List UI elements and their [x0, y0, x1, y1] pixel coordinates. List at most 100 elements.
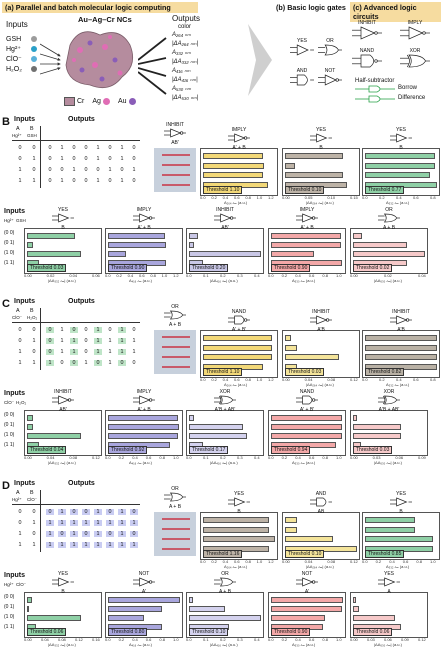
- x-tick-label: 0.2: [118, 455, 125, 460]
- bar-chart: YES B Threshold 0.06: [24, 571, 102, 638]
- x-tick-label: 0.3: [237, 455, 243, 460]
- threshold-label: Threshold 1.10: [203, 368, 243, 376]
- borrow-label: Borrow: [398, 85, 418, 91]
- ag-dot-icon: [102, 98, 110, 105]
- truth-cell: 1: [96, 156, 100, 162]
- chart-gate-name: IMPLY: [299, 207, 315, 213]
- truth-cell: 1: [118, 338, 126, 344]
- x-axis-label: A₄₁₆ ₙₘ (a.u.): [129, 642, 152, 647]
- chart-bar: [27, 415, 33, 421]
- panel-c-header: (c) Advanced logic circuits: [350, 2, 441, 22]
- truth-cell: 1: [94, 327, 102, 333]
- chart-gate-expr: A + B: [382, 225, 396, 231]
- table-divider: [40, 126, 41, 188]
- chart-gate-name: XOR: [383, 389, 395, 395]
- chart-gate-icon: [114, 577, 174, 589]
- truth-cell: 0: [96, 167, 100, 173]
- truth-cell: 0: [84, 145, 88, 151]
- truth-cell: 0: [84, 167, 88, 173]
- x-tick-label: 0.00: [282, 559, 290, 564]
- x-tick-label: 0.0: [105, 637, 111, 642]
- chart-bar: [27, 606, 30, 612]
- x-tick-label: 0.6: [308, 455, 315, 460]
- x-tick-label: 0.06: [384, 637, 392, 642]
- color-gate-expr: AB': [171, 140, 179, 146]
- x-tick-label: 0.0: [362, 559, 368, 564]
- chart-gate-icon: [291, 315, 351, 327]
- threshold-label: Threshold 0.06: [27, 628, 67, 636]
- x-tick-label: 0.2: [375, 559, 382, 564]
- color-gate-name: INHIBIT: [166, 122, 184, 128]
- chart-gate-label: INHIBIT A'B: [291, 309, 351, 333]
- x-tick-label: 0.00: [282, 377, 290, 382]
- chart-gate-label: IMPLY A' + B: [209, 127, 269, 151]
- chart-gate-label: YES B: [371, 491, 431, 515]
- chart-gate-icon: [195, 395, 255, 407]
- x-tick-label: 0.2: [220, 455, 226, 460]
- x-axis-label: |ΔA₂₆₄ ₙₘ| (a.u.): [306, 200, 334, 205]
- truth-cell: 1: [118, 531, 126, 537]
- x-axis-label: |ΔA₄₁₆ ₙₘ| (a.u.): [210, 278, 238, 283]
- truth-cell: 0: [132, 178, 136, 184]
- chart-gate-expr: A'B: [317, 327, 325, 333]
- threshold-label: Threshold 0.90: [271, 628, 311, 636]
- input-a-name-bottom: Hg²⁺: [4, 582, 14, 587]
- chart-bar: [189, 597, 193, 603]
- chart-bar: [203, 354, 272, 360]
- x-axis-label: A₂₆₄ ₙₘ (a.u.): [224, 564, 248, 569]
- truth-cell: 1: [32, 156, 36, 162]
- output-item: A₂₆₄ ₙₘ: [172, 32, 191, 38]
- x-axis-label: A₃₃₂ ₙₘ (a.u.): [386, 200, 410, 205]
- truth-cell: 1: [82, 520, 90, 526]
- input-item: GSH: [6, 34, 37, 44]
- input-a-name: Hg²⁺: [12, 497, 22, 502]
- chart-gate-name: IMPLY: [136, 207, 152, 213]
- chart-bar: [108, 615, 144, 621]
- truth-cell: 1: [96, 145, 100, 151]
- chart-bar: [203, 153, 263, 159]
- chart-bar: [271, 242, 341, 248]
- chart-gate-icon: [371, 315, 431, 327]
- chart-bar: [353, 242, 407, 248]
- x-axis-label: |ΔA₂₆₄ ₙₘ| (a.u.): [306, 564, 334, 569]
- truth-cell: 1: [60, 338, 64, 344]
- col-a-header: A: [16, 308, 20, 314]
- x-tick-label: 0.4: [389, 559, 395, 564]
- row-label: (1 1): [4, 260, 15, 266]
- x-tick-label: 0.04: [418, 273, 426, 278]
- color-gate-icon: [152, 128, 198, 140]
- chart-gate-name: INHIBIT: [312, 309, 330, 315]
- au-dot-icon: [128, 98, 136, 105]
- input-a-name-bottom: Hg²⁺: [4, 218, 14, 223]
- threshold-label: Threshold 0.10: [285, 550, 325, 558]
- chart-bar: [285, 335, 291, 341]
- chart-gate-name: AND: [315, 491, 327, 497]
- output-arrows: [138, 37, 167, 95]
- x-tick-label: 0.4: [295, 637, 301, 642]
- chart-gate-label: IMPLY A' + B: [114, 207, 174, 231]
- chart-gate-expr: A': [304, 589, 310, 595]
- chart-bar: [108, 424, 179, 430]
- chart-gate-icon: [291, 133, 351, 145]
- chart-bar: [365, 354, 437, 360]
- truth-cell: 1: [18, 360, 22, 366]
- inputs-label-bottom: Inputs: [4, 208, 25, 215]
- x-tick-label: 0.3: [237, 273, 243, 278]
- x-axis-label: A₅₃₀ ₙₘ (a.u.): [292, 460, 316, 465]
- inputs-label-bottom: Inputs: [4, 572, 25, 579]
- truth-cell: 0: [46, 327, 54, 333]
- x-tick-label: 0.4: [222, 195, 229, 200]
- color-gate: OR A + B: [152, 304, 198, 328]
- x-tick-label: 0.6: [145, 637, 152, 642]
- x-tick-label: 0.4: [132, 455, 138, 460]
- x-tick-label: 0.2: [379, 377, 385, 382]
- bar-chart: OR A + B Threshold 0.02: [350, 207, 428, 274]
- x-tick-label: 0.04: [304, 559, 313, 564]
- truth-cell: 0: [132, 327, 136, 333]
- chart-bar: [108, 415, 178, 421]
- chart-gate-label: NAND A' + B': [209, 309, 269, 333]
- table-divider: [40, 308, 41, 370]
- chart-gate-icon: [195, 577, 255, 589]
- x-tick-label: 0.6: [308, 637, 315, 642]
- chart-gate-expr: A: [387, 589, 391, 595]
